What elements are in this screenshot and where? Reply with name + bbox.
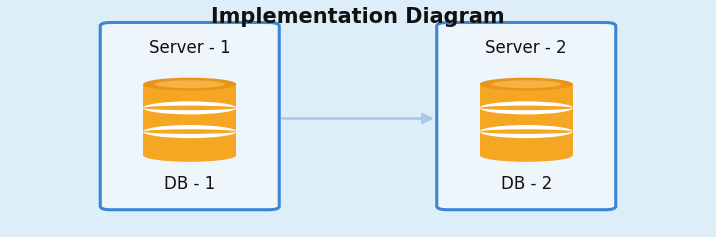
Bar <box>143 84 236 155</box>
Ellipse shape <box>480 125 573 138</box>
Ellipse shape <box>480 106 573 110</box>
FancyBboxPatch shape <box>100 23 279 210</box>
Ellipse shape <box>491 80 561 88</box>
Ellipse shape <box>143 101 236 114</box>
Text: Server - 1: Server - 1 <box>149 39 231 57</box>
Ellipse shape <box>480 101 573 114</box>
Ellipse shape <box>155 80 225 88</box>
Text: DB - 1: DB - 1 <box>164 175 216 193</box>
Ellipse shape <box>143 106 236 110</box>
Text: Implementation Diagram: Implementation Diagram <box>211 7 505 27</box>
Text: DB - 2: DB - 2 <box>500 175 552 193</box>
FancyBboxPatch shape <box>437 23 616 210</box>
Ellipse shape <box>143 125 236 138</box>
Ellipse shape <box>143 149 236 162</box>
Ellipse shape <box>480 129 573 134</box>
Text: Server - 2: Server - 2 <box>485 39 567 57</box>
Ellipse shape <box>480 78 573 91</box>
Ellipse shape <box>480 149 573 162</box>
Ellipse shape <box>143 78 236 91</box>
Ellipse shape <box>143 129 236 134</box>
Bar <box>480 84 573 155</box>
